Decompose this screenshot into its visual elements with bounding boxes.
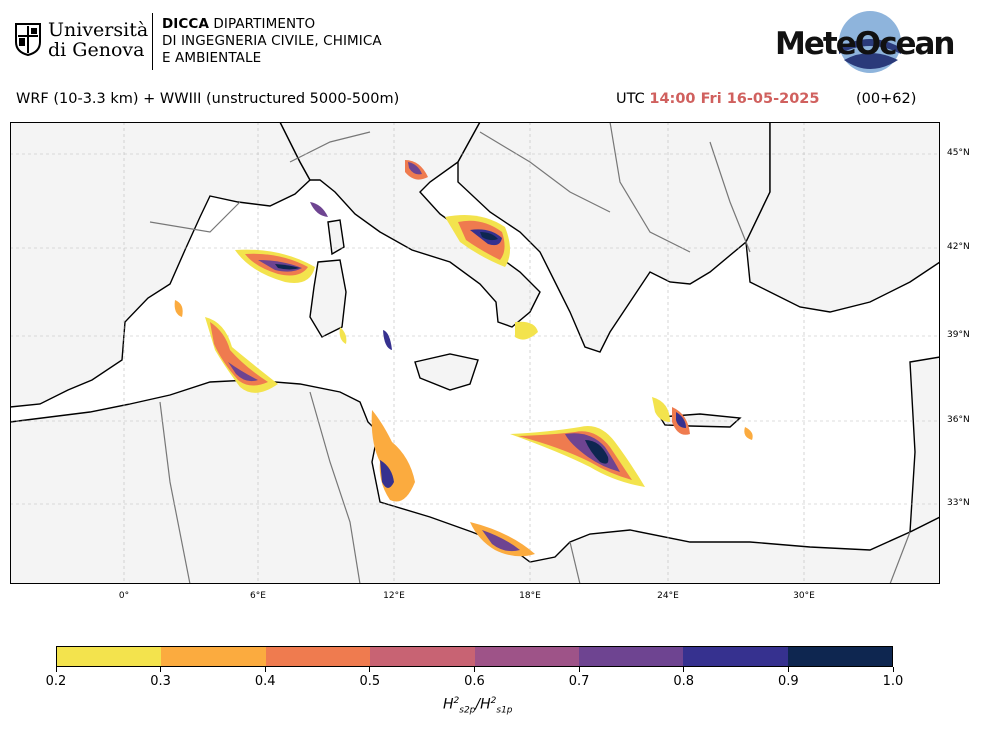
map-frame	[10, 122, 940, 584]
cb-sub1: s2p	[459, 705, 476, 716]
colorbar-segment	[474, 647, 579, 666]
colorbar	[56, 646, 893, 667]
dept-line3: E AMBIENTALE	[162, 50, 262, 66]
colorbar-tick-label: 1.0	[882, 674, 904, 689]
utc-timestamp: UTC 14:00 Fri 16-05-2025	[616, 91, 819, 107]
lat-label: 39°N	[947, 330, 970, 340]
university-line2: di Genova	[48, 39, 145, 61]
lat-label: 42°N	[947, 242, 970, 252]
land-corsica	[327, 219, 345, 256]
patch-misc	[174, 202, 538, 350]
colorbar-tick	[369, 667, 371, 672]
utc-label: UTC	[616, 91, 645, 107]
colorbar-tick	[474, 667, 475, 672]
lon-label: 30°E	[793, 591, 815, 601]
colorbar-tick-label: 0.5	[359, 674, 381, 689]
colorbar-tick	[578, 667, 580, 672]
wave-ratio-patches	[174, 160, 753, 557]
university-shield-icon	[15, 23, 41, 56]
land-levant	[909, 356, 940, 534]
colorbar-tick	[683, 667, 685, 672]
colorbar-segment	[578, 647, 684, 666]
colorbar-tick	[160, 667, 162, 672]
header-divider	[152, 13, 153, 70]
meteocean-globe-icon	[839, 11, 901, 73]
university-line1: Università	[48, 19, 149, 41]
colorbar-tick-label: 0.4	[254, 674, 276, 689]
dept-acronym: DICCA	[162, 16, 209, 32]
colorbar-segment	[161, 647, 266, 666]
land-italy	[279, 122, 541, 328]
department-name: DICCA DIPARTIMENTO DI INGEGNERIA CIVILE,…	[162, 16, 382, 67]
colorbar-tick-label: 0.6	[464, 674, 485, 689]
cb-h2: H	[480, 696, 491, 713]
country-borders	[149, 122, 911, 584]
cb-sup2: 2	[490, 696, 497, 706]
land-masses	[10, 122, 940, 584]
meteocean-logo-text: MeteOcean	[775, 26, 955, 62]
land-turkey	[745, 122, 940, 313]
patch-ligurian	[235, 249, 315, 283]
colorbar-tick	[892, 667, 894, 672]
forecast-time: 14:00 Fri 16-05-2025	[649, 91, 820, 107]
lon-label: 12°E	[383, 591, 405, 601]
cb-h1: H	[443, 696, 454, 713]
land-balkans	[457, 122, 771, 353]
colorbar-segment	[265, 647, 371, 666]
colorbar-segment	[787, 647, 892, 666]
cb-sup1: 2	[453, 696, 460, 706]
dept-line2: DI INGEGNERIA CIVILE, CHIMICA	[162, 33, 382, 49]
land-north-africa	[10, 379, 940, 584]
lon-label: 0°	[118, 591, 130, 601]
lon-label: 6°E	[250, 591, 266, 601]
patch-aegean	[652, 397, 753, 440]
university-name: Università di Genova	[48, 20, 148, 60]
cb-sub2: s1p	[496, 705, 513, 716]
lon-label: 24°E	[657, 591, 679, 601]
mediterranean-map	[10, 122, 940, 584]
colorbar-title: H2s2p/H2s1p	[443, 696, 513, 716]
patch-ionian-libya	[510, 426, 645, 487]
colorbar-tick	[787, 667, 789, 672]
colorbar-segment	[683, 647, 788, 666]
colorbar-tick-label: 0.7	[568, 674, 590, 689]
dept-line1: DIPARTIMENTO	[209, 16, 316, 32]
lat-label: 45°N	[947, 148, 970, 158]
colorbar-tick-label: 0.3	[150, 674, 171, 689]
lat-label: 33°N	[947, 498, 970, 508]
patch-balearic	[205, 317, 278, 393]
colorbar-segment	[370, 647, 475, 666]
colorbar-tick	[55, 667, 57, 672]
colorbar-tick-label: 0.8	[673, 674, 695, 689]
land-sardinia	[309, 259, 347, 338]
patch-adriatic	[405, 160, 510, 267]
lat-label: 36°N	[947, 415, 970, 425]
forecast-step: (00+62)	[856, 91, 917, 107]
colorbar-tick-label: 0.9	[778, 674, 799, 689]
colorbar-segment	[57, 647, 162, 666]
model-description: WRF (10-3.3 km) + WWIII (unstructured 50…	[16, 91, 400, 107]
patch-tunisia	[371, 410, 535, 557]
colorbar-tick-label: 0.2	[45, 674, 67, 689]
lon-label: 18°E	[519, 591, 541, 601]
land-sicily	[414, 353, 479, 391]
colorbar-tick	[264, 667, 266, 672]
